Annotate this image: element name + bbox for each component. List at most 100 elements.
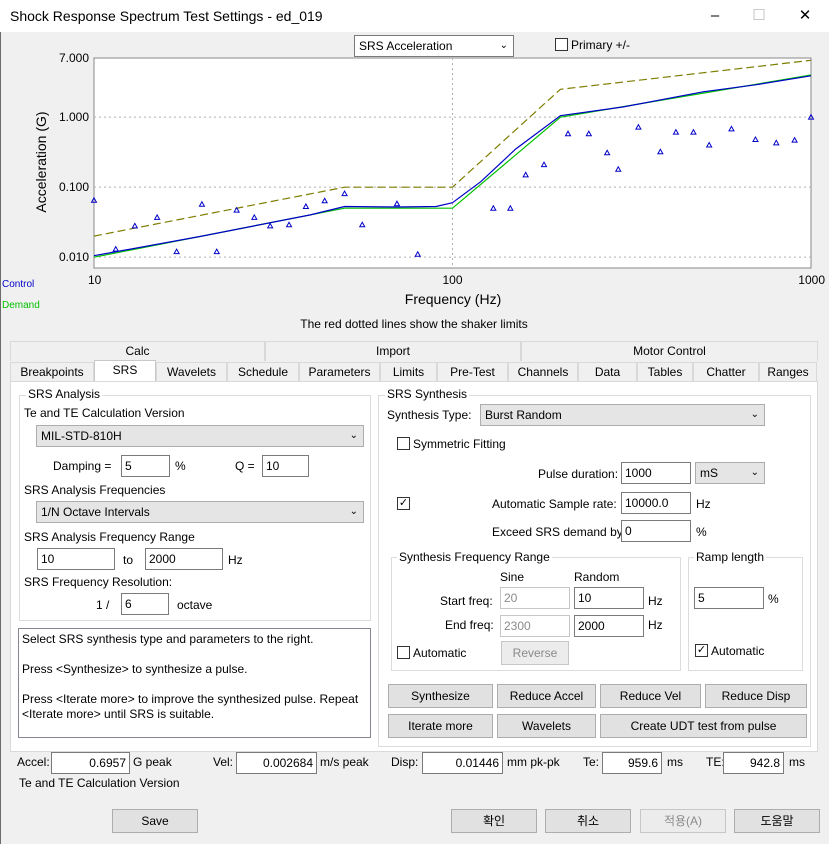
pulse-marker [752, 135, 759, 142]
version-value: MIL-STD-810H [41, 429, 122, 443]
tab-wavelets[interactable]: Wavelets [156, 362, 227, 382]
help-button[interactable]: 도움말 [734, 809, 820, 833]
vel-label: Vel: [213, 755, 234, 769]
chevron-down-icon: ⌄ [349, 506, 358, 517]
ramp-length-input[interactable]: 5 [694, 587, 764, 609]
freq-automatic-checkbox[interactable] [397, 646, 410, 659]
plot-type-select[interactable]: SRS Acceleration ⌄ [354, 35, 514, 57]
start-sine-input[interactable]: 20 [500, 587, 570, 609]
start-random-input[interactable]: 10 [574, 587, 644, 609]
exceed-input[interactable]: 0 [621, 520, 691, 542]
x-tick-label: 10 [88, 273, 102, 287]
version-caption: Te and TE Calculation Version [19, 776, 180, 790]
tab-schedule[interactable]: Schedule [227, 362, 299, 382]
damping-input[interactable]: 5 [121, 455, 170, 477]
apply-button[interactable]: 적용(A) [640, 809, 726, 833]
tab-calc[interactable]: Calc [10, 341, 265, 361]
synthesis-type-select[interactable]: Burst Random ⌄ [480, 404, 765, 426]
primary-label: Primary +/- [571, 38, 631, 52]
tab-import[interactable]: Import [265, 341, 521, 361]
frequencies-select[interactable]: 1/N Octave Intervals ⌄ [36, 501, 364, 523]
random-column-label: Random [574, 570, 620, 584]
chevron-down-icon: ⌄ [499, 40, 508, 51]
chevron-down-icon: ⌄ [349, 430, 358, 441]
y-tick-label: 0.010 [59, 250, 89, 264]
ramp-length-label: Ramp length [694, 550, 767, 564]
accel-value: 0.6957 [51, 752, 130, 774]
range-from-input[interactable]: 10 [37, 548, 115, 570]
resolution-input[interactable]: 6 [121, 593, 169, 615]
pulse-marker [153, 213, 161, 220]
pulse-marker [173, 248, 180, 255]
symmetric-fitting-checkbox[interactable] [397, 437, 410, 450]
pulse-marker [728, 125, 735, 132]
plot-type-value: SRS Acceleration [359, 39, 453, 53]
end-sine-input[interactable]: 2300 [500, 615, 570, 637]
ramp-automatic-checkbox[interactable]: ✓ [695, 644, 708, 657]
wavelets-button[interactable]: Wavelets [497, 714, 596, 738]
tab-channels[interactable]: Channels [508, 362, 578, 382]
pulse-marker [90, 196, 98, 203]
frequencies-label: SRS Analysis Frequencies [24, 483, 166, 497]
tab-srs[interactable]: SRS [94, 360, 156, 382]
range-to-label: to [123, 553, 134, 567]
create-udt-button[interactable]: Create UDT test from pulse [600, 714, 807, 738]
q-input[interactable]: 10 [262, 455, 309, 477]
tab-motor-control[interactable]: Motor Control [521, 341, 818, 361]
reduce-accel-button[interactable]: Reduce Accel [497, 684, 596, 708]
te-unit: ms [667, 755, 683, 769]
end-random-input[interactable]: 2000 [574, 615, 644, 637]
auto-sample-rate-checkbox[interactable]: ✓ [397, 497, 410, 510]
ok-button[interactable]: 확인 [451, 809, 537, 833]
primary-checkbox[interactable] [555, 38, 568, 51]
te-value: 959.6 [602, 752, 662, 774]
version-select[interactable]: MIL-STD-810H ⌄ [36, 425, 364, 447]
ramp-length-unit: % [768, 592, 779, 606]
range-label: SRS Analysis Frequency Range [24, 530, 195, 544]
pulse-marker [791, 136, 798, 143]
help-textbox[interactable]: Select SRS synthesis type and parameters… [18, 628, 371, 738]
tab-data[interactable]: Data [578, 362, 637, 382]
chart-note: The red dotted lines show the shaker lim… [300, 317, 527, 331]
range-to-input[interactable]: 2000 [145, 548, 223, 570]
pulse-duration-unit-select[interactable]: mS ⌄ [695, 462, 765, 484]
check-icon: ✓ [696, 644, 707, 656]
tab-breakpoints[interactable]: Breakpoints [10, 362, 94, 382]
close-button[interactable]: ✕ [798, 7, 812, 24]
end-freq-unit: Hz [648, 618, 663, 632]
minimize-button[interactable]: – [710, 7, 720, 24]
resolution-unit: octave [177, 598, 213, 612]
help-line-3: Press <Iterate more> to improve the synt… [22, 692, 359, 706]
pulse-marker [250, 213, 258, 220]
iterate-more-button[interactable]: Iterate more [388, 714, 493, 738]
reduce-disp-button[interactable]: Reduce Disp [705, 684, 807, 708]
pulse-duration-input[interactable]: 1000 [621, 462, 691, 484]
pulse-marker [672, 128, 680, 135]
frequencies-value: 1/N Octave Intervals [41, 505, 150, 519]
reduce-vel-button[interactable]: Reduce Vel [600, 684, 701, 708]
maximize-button[interactable]: ☐ [752, 7, 766, 24]
tab-limits[interactable]: Limits [380, 362, 437, 382]
pulse-marker [489, 204, 497, 211]
synthesize-button[interactable]: Synthesize [388, 684, 493, 708]
help-line-1: Select SRS synthesis type and parameters… [22, 632, 314, 646]
TE-value: 942.8 [723, 752, 784, 774]
tab-parameters[interactable]: Parameters [299, 362, 380, 382]
exceed-label: Exceed SRS demand by [492, 525, 623, 539]
pulse-marker [321, 197, 329, 204]
y-tick-label: 1.000 [59, 110, 89, 124]
tab-tables[interactable]: Tables [637, 362, 693, 382]
sample-rate-unit: Hz [696, 497, 711, 511]
tab-chatter[interactable]: Chatter [693, 362, 759, 382]
cancel-button[interactable]: 취소 [545, 809, 631, 833]
start-freq-label: Start freq: [440, 594, 493, 608]
reverse-button[interactable]: Reverse [501, 641, 569, 665]
help-line-4: <Iterate more> until SRS is suitable. [22, 707, 215, 721]
tab-pre-test[interactable]: Pre-Test [437, 362, 508, 382]
damping-unit: % [175, 459, 186, 473]
sample-rate-input[interactable]: 10000.0 [621, 492, 691, 514]
tab-ranges[interactable]: Ranges [759, 362, 817, 382]
pulse-marker [341, 190, 348, 197]
save-button[interactable]: Save [112, 809, 198, 833]
check-icon: ✓ [398, 497, 409, 509]
